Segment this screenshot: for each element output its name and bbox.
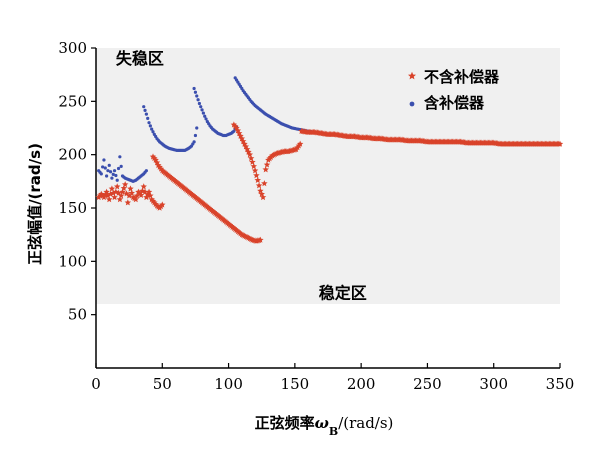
y-tick-label: 200 bbox=[58, 146, 87, 164]
data-point bbox=[101, 165, 105, 169]
data-point bbox=[249, 158, 256, 165]
x-axis-title: 正弦频率ωB/(rad/s) bbox=[255, 414, 394, 438]
data-point bbox=[262, 166, 269, 173]
y-axis-title: 正弦幅值/(rad/s) bbox=[26, 143, 44, 265]
data-point bbox=[117, 192, 125, 199]
data-point bbox=[121, 181, 129, 188]
data-point bbox=[146, 116, 150, 120]
data-point bbox=[132, 196, 140, 203]
data-point bbox=[127, 185, 134, 192]
data-point bbox=[107, 163, 111, 167]
data-point bbox=[147, 121, 151, 125]
x-tick-label: 300 bbox=[479, 375, 508, 393]
data-point bbox=[251, 167, 259, 174]
data-point bbox=[556, 140, 564, 147]
y-tick-label: 100 bbox=[58, 252, 87, 270]
data-point bbox=[141, 188, 149, 195]
data-point bbox=[296, 140, 304, 147]
x-tick-label: 0 bbox=[91, 375, 101, 393]
data-point bbox=[105, 174, 109, 178]
plot-background bbox=[96, 48, 560, 304]
data-point bbox=[119, 164, 123, 168]
data-point bbox=[150, 127, 154, 131]
data-point bbox=[113, 183, 121, 190]
data-point bbox=[106, 196, 113, 203]
data-point bbox=[137, 191, 145, 198]
y-tick-label: 300 bbox=[58, 39, 87, 57]
stable-region-label: 稳定区 bbox=[319, 284, 367, 303]
data-marks bbox=[95, 76, 564, 244]
data-point bbox=[254, 176, 261, 184]
data-point bbox=[120, 184, 128, 192]
data-point bbox=[111, 172, 115, 176]
data-point bbox=[118, 155, 122, 159]
data-point bbox=[257, 236, 264, 243]
data-point bbox=[110, 176, 114, 180]
data-point bbox=[128, 189, 136, 196]
data-point bbox=[204, 117, 208, 121]
x-tick-label: 200 bbox=[347, 375, 376, 393]
data-point bbox=[159, 201, 166, 208]
y-tick-label: 250 bbox=[58, 92, 87, 110]
axes: 0 50 100 150 200 250 300 350 50 100 150 200 250 300 bbox=[58, 39, 574, 393]
data-point bbox=[133, 192, 141, 199]
legend-label: 不含补偿器 bbox=[424, 68, 500, 86]
data-point bbox=[263, 161, 271, 168]
legend-label: 含补偿器 bbox=[424, 94, 485, 112]
series-without-compensator bbox=[95, 121, 564, 244]
data-point bbox=[108, 170, 113, 174]
unstable-region-label: 失稳区 bbox=[116, 49, 164, 68]
data-point bbox=[193, 133, 198, 138]
data-point bbox=[203, 114, 207, 118]
data-point bbox=[106, 169, 110, 173]
data-point bbox=[110, 189, 117, 196]
data-point bbox=[261, 180, 268, 187]
data-point bbox=[103, 166, 107, 170]
data-point bbox=[144, 112, 148, 116]
data-point bbox=[116, 166, 121, 171]
y-tick-label: 50 bbox=[68, 306, 87, 324]
data-point bbox=[112, 169, 117, 173]
data-point bbox=[144, 169, 148, 173]
data-point bbox=[115, 178, 119, 182]
data-point bbox=[199, 105, 203, 109]
data-point bbox=[197, 101, 202, 106]
x-tick-label: 350 bbox=[546, 375, 575, 393]
legend-marker bbox=[409, 101, 415, 107]
data-point bbox=[259, 193, 267, 201]
data-point bbox=[108, 185, 116, 192]
data-point bbox=[142, 105, 146, 109]
data-point bbox=[201, 111, 205, 115]
data-point bbox=[255, 182, 263, 189]
data-point bbox=[140, 183, 147, 190]
data-point bbox=[107, 190, 114, 197]
data-point bbox=[253, 172, 260, 179]
data-point bbox=[124, 199, 132, 206]
x-tick-label: 150 bbox=[281, 375, 310, 393]
data-point bbox=[111, 193, 118, 201]
data-point bbox=[143, 108, 147, 112]
data-point bbox=[195, 126, 199, 130]
data-point bbox=[115, 189, 122, 196]
data-point bbox=[196, 98, 200, 102]
data-point bbox=[116, 196, 124, 203]
data-point bbox=[192, 140, 196, 144]
data-point bbox=[195, 94, 199, 98]
x-tick-label: 100 bbox=[214, 375, 243, 393]
data-point bbox=[102, 158, 106, 162]
data-point bbox=[193, 90, 198, 94]
x-tick-label: 250 bbox=[413, 375, 442, 393]
data-point bbox=[99, 172, 103, 176]
x-tick-label: 50 bbox=[153, 375, 172, 393]
y-tick-label: 150 bbox=[58, 199, 87, 217]
data-point bbox=[408, 71, 416, 80]
data-point bbox=[151, 130, 155, 134]
data-point bbox=[148, 124, 152, 128]
data-point bbox=[114, 173, 118, 178]
data-point bbox=[192, 86, 196, 91]
data-point bbox=[200, 108, 204, 112]
data-point bbox=[250, 163, 257, 170]
